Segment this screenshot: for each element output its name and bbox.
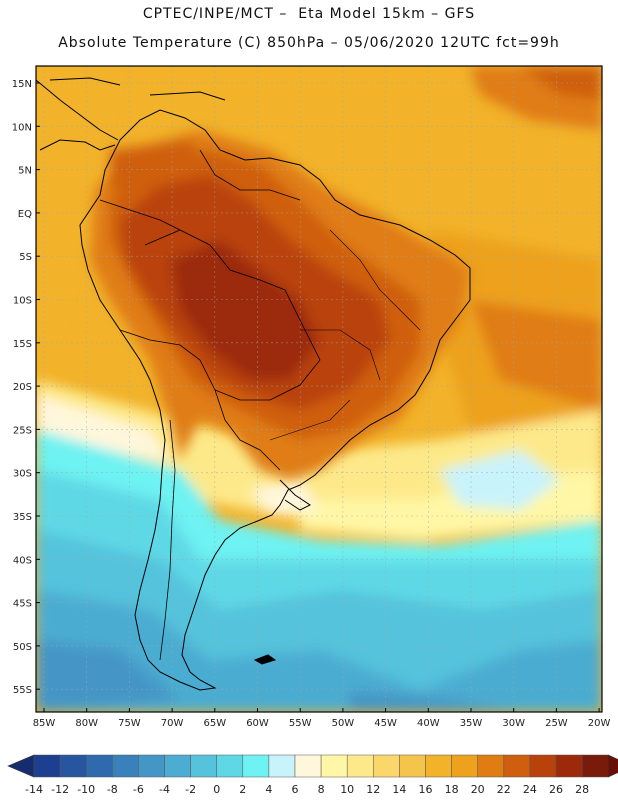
colorbar-label: 12 [366, 783, 380, 796]
lon-label: 35W [460, 718, 483, 729]
central-america-coast [36, 79, 119, 141]
colorbar-swatch [138, 754, 165, 778]
lat-label: 50S [13, 642, 32, 653]
colorbar-label: 22 [497, 783, 511, 796]
lon-label: 80W [75, 718, 98, 729]
colorbar-swatch [320, 754, 348, 778]
chart-title-line2: Absolute Temperature (C) 850hPa – 05/06/… [58, 35, 560, 51]
colorbar-swatch [242, 754, 270, 778]
lon-label: 20W [588, 718, 611, 729]
colorbar-right-arrow [607, 754, 618, 778]
colorbar-swatch [477, 754, 505, 778]
lat-lon-grid [36, 66, 602, 712]
colorbar-swatch [555, 754, 583, 778]
colorbar-swatch [33, 754, 61, 778]
colorbar-swatch [164, 754, 191, 778]
colorbar-label: 4 [265, 783, 272, 796]
colorbar-label: 26 [549, 783, 563, 796]
colorbar-swatch [112, 754, 139, 778]
colorbar-label: 14 [392, 783, 406, 796]
colorbar-label: 10 [340, 783, 354, 796]
temperature-field [36, 66, 602, 712]
latitude-labels: 15N 10N 5N EQ 5S 10S 15S 20S 25S 30S 35S 40S 45S 50S 5… [12, 79, 40, 696]
lon-label: 55W [289, 718, 312, 729]
colorbar-swatch [425, 754, 452, 778]
lon-label: 60W [246, 718, 269, 729]
colorbar-swatch [268, 754, 296, 778]
colorbar-swatch [346, 754, 374, 778]
lat-label: 20S [13, 382, 32, 393]
colorbar-label: 24 [523, 783, 537, 796]
colorbar-label: 6 [292, 783, 299, 796]
colorbar-labels: -14 -12 -10 -8 -6 -4 -2 0 2 4 6 8 10 12 14 16 18 20 22 24 26… [25, 783, 589, 796]
lon-label: 85W [33, 718, 56, 729]
colorbar-label: -12 [51, 783, 69, 796]
lat-label: EQ [18, 209, 32, 220]
colorbar-swatch [581, 754, 609, 778]
lon-label: 30W [502, 718, 525, 729]
colorbar-label: -2 [185, 783, 196, 796]
colorbar-swatch [59, 754, 87, 778]
colorbar-label: 16 [419, 783, 433, 796]
colorbar-swatch [503, 754, 531, 778]
lat-label: 10S [13, 296, 32, 307]
lon-label: 70W [161, 718, 184, 729]
colorbar-label: 2 [239, 783, 246, 796]
lat-label: 15N [12, 79, 32, 90]
colorbar-swatch [373, 754, 400, 778]
colorbar-swatch [451, 754, 478, 778]
colorbar [7, 754, 618, 778]
colorbar-label: 28 [575, 783, 589, 796]
colorbar-label: -10 [77, 783, 95, 796]
lat-label: 45S [13, 599, 32, 610]
lat-label: 10N [12, 122, 32, 133]
lon-label: 75W [118, 718, 141, 729]
colorbar-label: 0 [213, 783, 220, 796]
lat-label: 5N [18, 166, 32, 177]
lat-label: 5S [19, 252, 32, 263]
lon-label: 25W [545, 718, 568, 729]
longitude-labels: 85W 80W 75W 70W 65W 60W 55W 50W 45W 40W 35W 30W 25W 2… [33, 708, 611, 729]
lat-label: 35S [13, 512, 32, 523]
colorbar-swatch [190, 754, 217, 778]
lon-label: 65W [203, 718, 226, 729]
map-frame [35, 65, 603, 713]
lon-label: 40W [417, 718, 440, 729]
colorbar-label: -6 [133, 783, 144, 796]
south-america-coastline [79, 109, 471, 691]
chart-title-line1: CPTEC/INPE/MCT – Eta Model 15km – GFS [142, 6, 476, 22]
lon-label: 45W [374, 718, 397, 729]
colorbar-left-arrow [7, 754, 35, 778]
lon-label: 50W [332, 718, 355, 729]
colorbar-label: 18 [445, 783, 459, 796]
colorbar-label: 8 [318, 783, 325, 796]
colorbar-label: 20 [471, 783, 485, 796]
colorbar-swatch [399, 754, 426, 778]
lat-label: 30S [13, 469, 32, 480]
lat-label: 25S [13, 425, 32, 436]
colorbar-swatch [294, 754, 322, 778]
colorbar-label: -8 [107, 783, 118, 796]
coastlines [36, 77, 471, 691]
colorbar-swatch [529, 754, 557, 778]
colorbar-label: -14 [25, 783, 43, 796]
lat-label: 15S [13, 339, 32, 350]
lat-label: 55S [13, 685, 32, 696]
colorbar-swatch [216, 754, 244, 778]
colorbar-swatch [85, 754, 113, 778]
colorbar-label: -4 [159, 783, 170, 796]
lat-label: 40S [13, 555, 32, 566]
